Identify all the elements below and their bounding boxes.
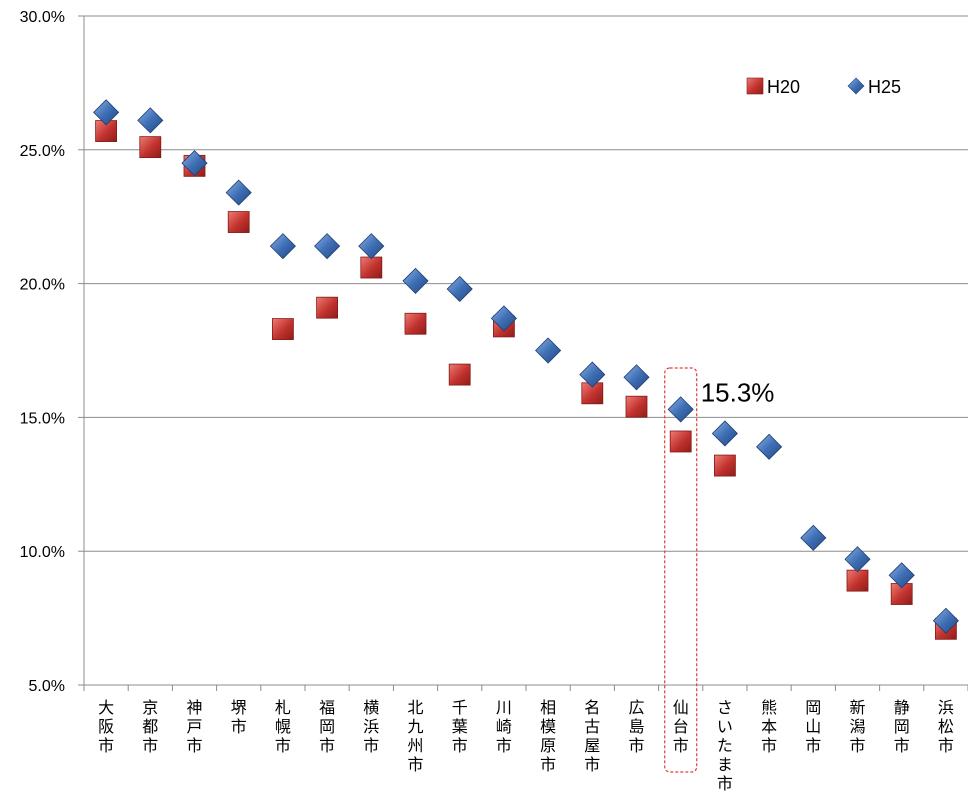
point-h20	[316, 296, 339, 319]
x-category-label: 札幌市	[275, 698, 291, 755]
point-h25	[667, 396, 694, 423]
point-h25	[93, 99, 120, 126]
point-h25	[137, 107, 164, 134]
x-category-labels: 大阪市 京都市 神戸市 堺市 札幌市 福岡市 横浜市 北九州市 千葉市 川崎市 相模原市 名古屋市 広島…	[98, 698, 954, 793]
point-h25	[446, 275, 473, 303]
y-tick-label: 15.0%	[20, 410, 65, 427]
point-h20	[669, 430, 692, 453]
y-tick-label: 30.0%	[20, 9, 65, 26]
y-tick-labels: 5.0% 10.0% 15.0% 20.0% 25.0% 30.0%	[20, 9, 65, 695]
point-h25	[756, 433, 783, 460]
legend: H20 H25	[746, 77, 901, 97]
point-h25	[800, 524, 827, 551]
legend-marker-h25	[847, 77, 865, 95]
point-h20	[139, 136, 162, 159]
data-series	[93, 99, 959, 640]
point-h25	[844, 546, 871, 573]
x-category-label: 千葉市	[452, 698, 468, 755]
point-h20	[404, 312, 427, 335]
point-h25	[535, 337, 562, 364]
point-h25	[402, 267, 429, 294]
x-category-label: 仙台市	[673, 698, 689, 755]
x-category-label: 新潟市	[849, 698, 865, 755]
point-h25	[888, 562, 915, 589]
annotation: 15.3%	[701, 377, 775, 407]
x-category-label: 横浜市	[363, 698, 379, 755]
point-h25	[314, 233, 341, 260]
highlight-box	[664, 367, 698, 773]
x-category-label: 広島市	[628, 698, 644, 755]
legend-marker-h20	[746, 77, 764, 95]
x-category-label: さいたま市	[717, 698, 733, 793]
legend-label-h25: H25	[868, 77, 901, 97]
point-h25	[358, 233, 385, 260]
x-category-label: 浜松市	[938, 698, 954, 755]
x-category-label: 北九州市	[407, 698, 423, 774]
y-tick-label: 25.0%	[20, 143, 65, 160]
point-h25	[225, 179, 252, 206]
point-h20	[846, 569, 869, 592]
x-category-label: 岡山市	[805, 698, 821, 755]
grid-lines	[84, 15, 968, 686]
x-category-label: 大阪市	[98, 698, 114, 755]
point-h20	[625, 395, 648, 418]
point-h20	[714, 454, 736, 477]
point-h20	[227, 211, 250, 233]
legend-label-h20: H20	[767, 77, 800, 97]
x-category-label: 熊本市	[761, 698, 777, 755]
point-h25	[181, 150, 208, 177]
y-tick-label: 5.0%	[29, 678, 65, 695]
x-category-label: 静岡市	[894, 698, 910, 755]
point-h25	[711, 420, 738, 447]
annotation-label: 15.3%	[701, 377, 775, 407]
point-h25	[579, 361, 606, 388]
point-h25	[269, 233, 296, 260]
x-category-label: 神戸市	[186, 698, 202, 755]
x-category-label: 名古屋市	[584, 698, 600, 774]
highlight-box-outline	[664, 367, 698, 773]
axes	[78, 15, 968, 691]
x-category-label: 福岡市	[319, 698, 335, 755]
x-category-label: 相模原市	[540, 698, 556, 774]
x-category-label: 堺市	[231, 698, 247, 736]
point-h25	[490, 305, 517, 332]
point-h25	[623, 364, 650, 391]
point-h20	[360, 256, 383, 279]
point-h20	[448, 363, 471, 386]
point-h25	[932, 607, 959, 634]
y-tick-label: 10.0%	[20, 544, 65, 561]
x-category-label: 川崎市	[496, 698, 512, 755]
point-h20	[271, 318, 294, 340]
y-tick-label: 20.0%	[20, 277, 65, 294]
x-category-label: 京都市	[142, 698, 158, 755]
